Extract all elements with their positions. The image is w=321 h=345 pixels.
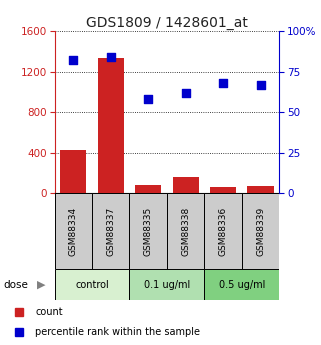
Text: 0.1 ug/ml: 0.1 ug/ml	[144, 280, 190, 289]
Point	[221, 80, 226, 86]
Title: GDS1809 / 1428601_at: GDS1809 / 1428601_at	[86, 16, 248, 30]
Bar	[92, 193, 129, 269]
Text: percentile rank within the sample: percentile rank within the sample	[35, 327, 200, 337]
Bar	[204, 269, 279, 300]
Bar	[204, 193, 242, 269]
Text: GSM88337: GSM88337	[106, 207, 115, 256]
Text: GSM88338: GSM88338	[181, 207, 190, 256]
Text: ▶: ▶	[37, 280, 45, 289]
Text: 0.5 ug/ml: 0.5 ug/ml	[219, 280, 265, 289]
Bar	[60, 150, 86, 193]
Point	[71, 58, 76, 63]
Text: control: control	[75, 280, 109, 289]
Bar	[167, 193, 204, 269]
Bar	[98, 58, 124, 193]
Point	[146, 96, 151, 102]
Bar	[242, 193, 279, 269]
Bar	[129, 193, 167, 269]
Bar	[172, 177, 199, 193]
Bar	[247, 186, 273, 193]
Text: GSM88336: GSM88336	[219, 207, 228, 256]
Point	[108, 54, 113, 60]
Text: count: count	[35, 307, 63, 317]
Text: GSM88335: GSM88335	[144, 207, 153, 256]
Bar	[55, 269, 129, 300]
Text: GSM88339: GSM88339	[256, 207, 265, 256]
Bar	[210, 187, 236, 193]
Bar	[135, 185, 161, 193]
Text: GSM88334: GSM88334	[69, 207, 78, 256]
Bar	[129, 269, 204, 300]
Point	[258, 82, 263, 87]
Point	[183, 90, 188, 96]
Text: dose: dose	[3, 280, 28, 289]
Bar	[55, 193, 92, 269]
